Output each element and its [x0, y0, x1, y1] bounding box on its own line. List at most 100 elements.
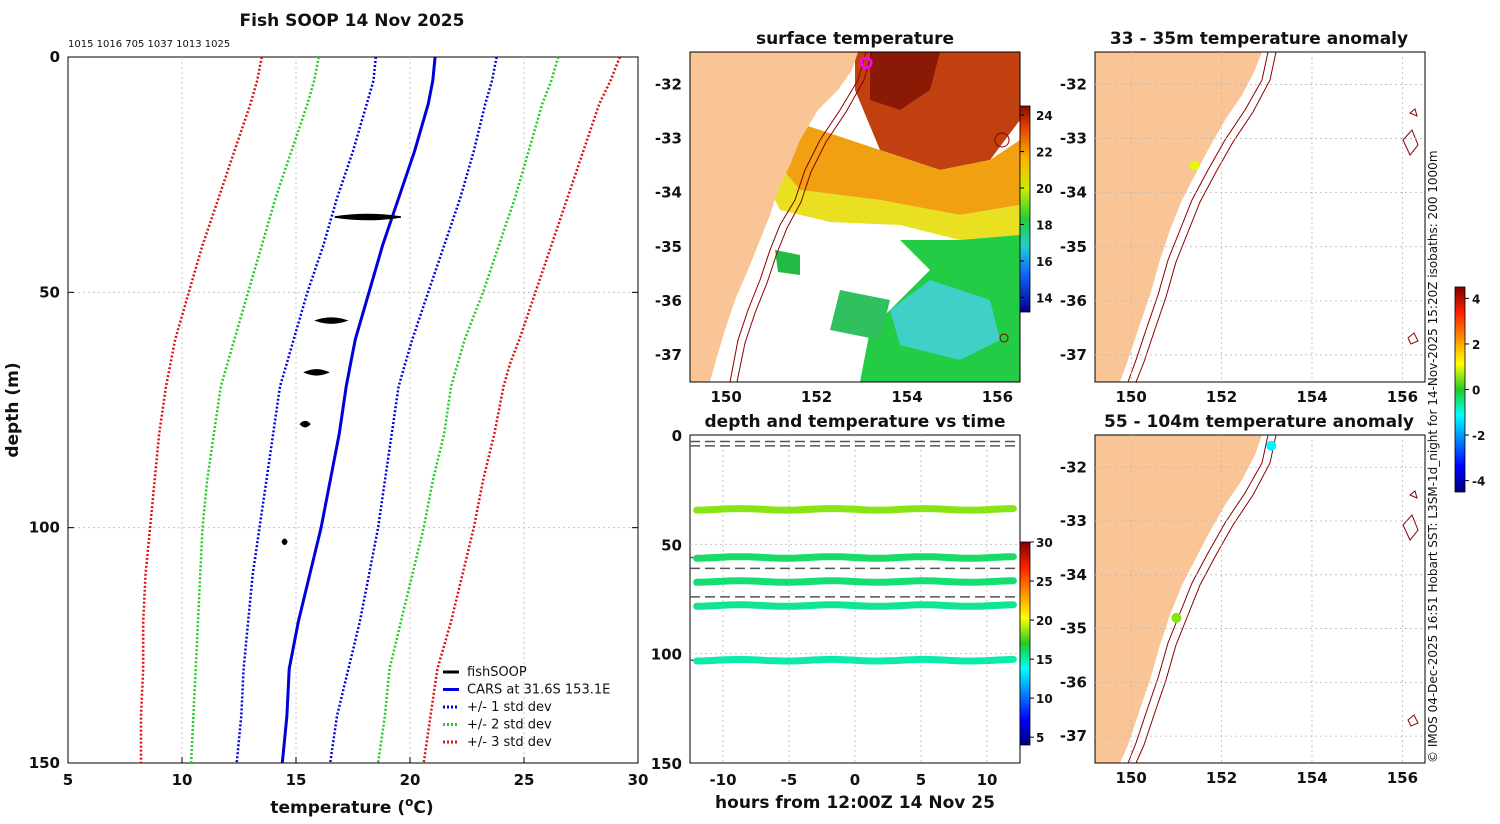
legend-label: CARS at 31.6S 153.1E	[467, 683, 610, 698]
credit-text: © IMOS 04-Dec-2025 16:51 Hobart SST: L3S…	[1426, 150, 1440, 763]
map-ytick-label: -36	[1060, 292, 1087, 310]
profile-xtick-label: 20	[400, 771, 421, 789]
anomaly2-title: 55 - 104m temperature anomaly	[1104, 412, 1414, 432]
legend-label: +/- 3 std dev	[467, 735, 552, 750]
anomaly1-points	[1189, 160, 1200, 171]
anomaly2-xticks: 150 152 154 156	[1116, 769, 1419, 787]
sst-colorbar	[1019, 105, 1031, 313]
timeplot-title: depth and temperature vs time	[705, 412, 1006, 432]
map-ytick-label: -37	[655, 346, 682, 364]
map-xtick-label: 152	[801, 388, 832, 406]
sst-cb-label: 22	[1036, 146, 1053, 160]
anomaly2-points	[1171, 440, 1277, 623]
sst-map: surface temperature 150 152 154 156 -32-33-…	[655, 29, 1053, 406]
profile-ids: 1015 1016 705 1037 1013 1025	[68, 39, 230, 50]
timeplot-axes	[689, 434, 1021, 764]
timeplot-ytick-label: 0	[672, 427, 682, 445]
timeplot-track	[693, 553, 1017, 562]
sst-cb-label: 18	[1036, 218, 1053, 232]
profile-xtick-label: 30	[628, 771, 649, 789]
profile-axes	[67, 56, 639, 764]
map-xtick-label: 156	[982, 388, 1013, 406]
profile-line--1-std	[235, 56, 378, 764]
map-ytick-label: -35	[1060, 620, 1087, 638]
anomaly2-land	[1095, 435, 1262, 763]
profile-line--3-std	[422, 56, 621, 764]
map-xtick-label: 150	[1116, 388, 1147, 406]
map-ytick-label: -32	[655, 75, 682, 93]
profile-yticks: 0 50 100 150	[29, 48, 60, 772]
p3-grid	[1095, 52, 1425, 382]
timeplot-yticks: 0 50 100 150	[651, 427, 682, 773]
sst-green-patch	[830, 290, 890, 340]
map-xtick-label: 156	[1387, 388, 1418, 406]
timeplot-cb-label: 30	[1036, 536, 1053, 550]
profile-xtick-label: 15	[286, 771, 307, 789]
timeplot-ytick-label: 50	[661, 536, 682, 554]
timeplot-tracks	[693, 505, 1017, 665]
map-xtick-label: 154	[891, 388, 922, 406]
profile-ytick-label: 100	[29, 519, 60, 537]
timeplot-ytick-label: 150	[651, 755, 682, 773]
legend-label: +/- 2 std dev	[467, 718, 552, 733]
sst-land	[690, 52, 858, 382]
sst-orange-band	[775, 120, 1020, 215]
sst-hot-core	[870, 52, 940, 110]
anomaly-cb-label: 2	[1472, 338, 1480, 352]
map-xtick-label: 150	[1116, 769, 1147, 787]
anomaly-cb-label: 0	[1472, 384, 1480, 398]
map-xtick-label: 150	[711, 388, 742, 406]
timeplot-xtick-label: -10	[709, 771, 736, 789]
profile-series	[139, 56, 621, 764]
timeplot-xtick-label: 10	[977, 771, 998, 789]
sst-yticks: -32 -33 -34 -35 -36 -37	[655, 75, 682, 363]
map-ytick-label: -34	[1060, 566, 1087, 584]
anomaly-cb-label: -4	[1472, 475, 1485, 489]
timeplot-track	[693, 601, 1017, 610]
timeplot-xlabel: hours from 12:00Z 14 Nov 25	[715, 793, 995, 813]
timeplot-xtick-label: -5	[781, 771, 798, 789]
sst-isobath-200	[729, 52, 867, 382]
sst-green-coastal	[775, 250, 800, 275]
fishsoop-segment	[314, 317, 349, 324]
map-ytick-label: -33	[1060, 512, 1087, 530]
profile-grid	[67, 56, 639, 764]
sst-colorbar-ticks: 14 16 18 20 22 24	[1020, 109, 1053, 305]
fishsoop-segment	[303, 369, 330, 376]
anomaly-cb-label: -2	[1472, 429, 1485, 443]
sst-cb-label: 20	[1036, 182, 1053, 196]
anomaly-point	[1189, 160, 1200, 171]
sst-cb-label: 24	[1036, 109, 1053, 123]
sst-xticks: 150 152 154 156	[711, 388, 1014, 406]
timeplot-xtick-label: 0	[850, 771, 860, 789]
sst-title: surface temperature	[756, 29, 954, 49]
anomaly1-title: 33 - 35m temperature anomaly	[1110, 29, 1408, 49]
fishsoop-segment	[281, 538, 288, 546]
profile-line--2-std	[189, 56, 321, 764]
map-ytick-label: -37	[1060, 346, 1087, 364]
profile-line--1-std	[328, 56, 498, 764]
anomaly-cb-label: 4	[1472, 292, 1480, 306]
map-ytick-label: -34	[1060, 184, 1087, 202]
map-xtick-label: 154	[1296, 769, 1327, 787]
profile-xtick-label: 5	[63, 771, 73, 789]
timeplot-cb-label: 15	[1036, 653, 1053, 667]
map-ytick-label: -36	[1060, 673, 1087, 691]
profile-legend: fishSOOP CARS at 31.6S 153.1E +/- 1 std de…	[443, 665, 610, 750]
map-xtick-label: 152	[1206, 388, 1237, 406]
timeplot-xtick-label: 5	[916, 771, 926, 789]
anomaly-map-55-104: 55 - 104m temperature anomaly 150 152 154 1…	[1060, 286, 1485, 787]
anomaly1-yticks: -32 -33 -34 -35 -36 -37	[1060, 75, 1087, 363]
profile-ylabel: depth (m)	[3, 362, 23, 457]
profile-xlabel: temperature (oC)	[270, 795, 433, 818]
profile-line-cars-at-31-6s-153-1e	[280, 56, 437, 764]
fishsoop-segment	[299, 420, 311, 428]
map-ytick-label: -32	[1060, 458, 1087, 476]
anomaly1-xticks: 150 152 154 156	[1116, 388, 1419, 406]
timeplot-colorbar	[1019, 541, 1031, 746]
timeplot-cb-label: 5	[1036, 731, 1044, 745]
map-ytick-label: -36	[655, 292, 682, 310]
anomaly-colorbar	[1454, 286, 1466, 493]
timeplot-ytick-label: 100	[651, 646, 682, 664]
timeplot-xticks: -10 -5 0 5 10	[709, 771, 997, 789]
